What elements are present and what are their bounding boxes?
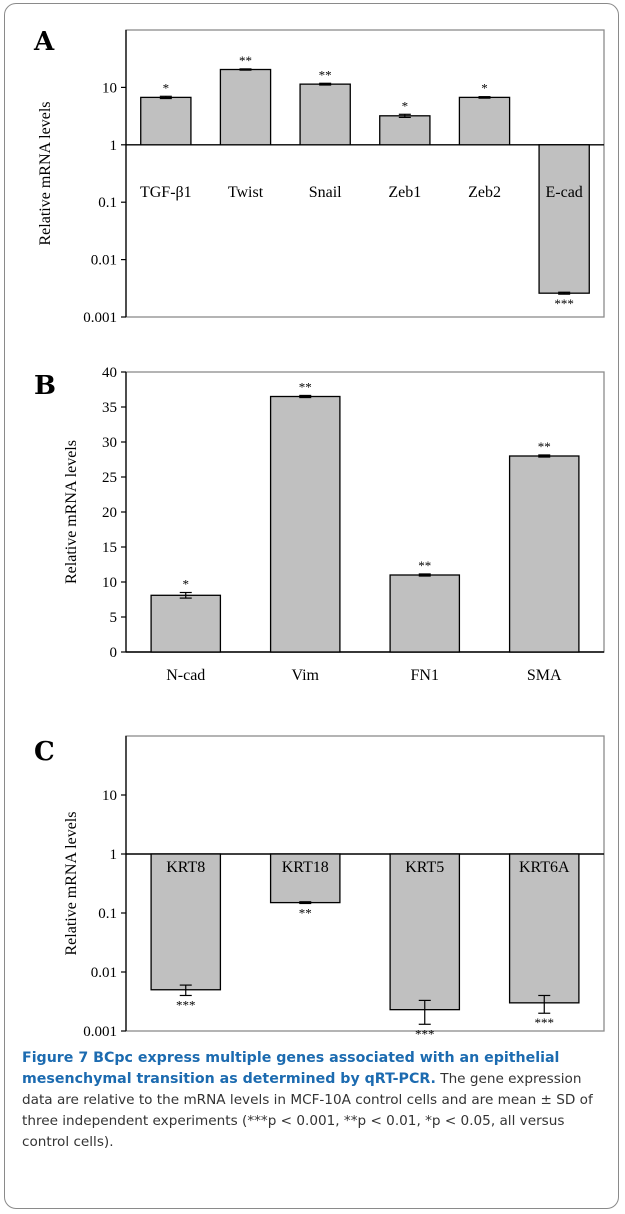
panel-letter: C (34, 737, 55, 767)
y-tick-label: 40 (102, 365, 117, 381)
y-tick-label: 10 (102, 575, 117, 591)
y-axis-label: Relative mRNA levels (37, 102, 54, 246)
category-label: N-cad (166, 667, 205, 684)
figure-caption: Figure 7 BCpc express multiple genes ass… (22, 1048, 607, 1153)
caption-body: The gene expression data are relative to… (22, 1071, 593, 1150)
panel-letter: B (34, 371, 56, 401)
bar (379, 115, 431, 146)
significance-marker: ** (319, 67, 332, 82)
y-tick-label: 0 (110, 645, 118, 661)
bar (219, 68, 272, 146)
y-axis-label: Relative mRNA levels (63, 812, 80, 956)
y-tick-label: 0.01 (91, 965, 117, 981)
bar (389, 853, 461, 1011)
significance-marker: ** (418, 558, 431, 573)
category-label: E-cad (546, 184, 583, 201)
y-tick-label: 10 (102, 788, 117, 804)
y-tick-label: 0.1 (98, 195, 117, 211)
y-tick-label: 1 (110, 847, 118, 863)
bar (150, 853, 222, 991)
significance-marker: ** (239, 53, 252, 68)
category-label: FN1 (411, 667, 439, 684)
plot-frame (125, 29, 605, 318)
category-label: Zeb1 (388, 184, 421, 201)
category-label: TGF-β1 (140, 184, 192, 201)
significance-marker: ** (538, 439, 551, 454)
category-label: Vim (292, 667, 320, 684)
bar (508, 853, 580, 1004)
category-label: KRT6A (519, 859, 570, 876)
significance-marker: * (163, 80, 170, 95)
y-tick-label: 30 (102, 435, 117, 451)
bar (140, 96, 192, 146)
y-tick-label: 35 (102, 400, 117, 416)
y-tick-label: 0.1 (98, 906, 117, 922)
y-tick-label: 15 (102, 540, 117, 556)
bar (299, 83, 351, 146)
significance-marker: *** (415, 1026, 435, 1041)
significance-marker: * (183, 577, 190, 592)
y-tick-label: 0.001 (83, 310, 117, 326)
y-tick-label: 0.01 (91, 253, 117, 269)
caption-title: Figure 7 BCpc express multiple genes ass… (22, 1050, 560, 1087)
category-label: Zeb2 (468, 184, 501, 201)
significance-marker: * (402, 98, 409, 113)
significance-marker: *** (176, 997, 196, 1012)
significance-marker: ** (299, 379, 312, 394)
bar (508, 455, 580, 653)
bar (269, 395, 341, 653)
category-label: SMA (527, 667, 562, 684)
panel-letter: A (33, 27, 55, 57)
significance-marker: * (481, 81, 488, 96)
bar (150, 594, 222, 653)
chart-panel-a: A 10 1 0.1 0.01 0.001 Relative mRNA levels * TGF… (33, 27, 605, 326)
category-label: KRT18 (282, 859, 329, 876)
y-tick-label: 0.001 (83, 1024, 117, 1040)
category-label: KRT8 (166, 859, 205, 876)
y-tick-label: 1 (110, 138, 118, 154)
y-tick-label: 20 (102, 505, 117, 521)
chart-panel-b: B 0 5 10 15 20 25 30 35 40 Relative mRNA levels * N-… (34, 365, 605, 684)
y-tick-label: 25 (102, 470, 117, 486)
category-label: Twist (228, 184, 264, 201)
y-axis-label: Relative mRNA levels (63, 440, 80, 584)
bar (389, 574, 461, 653)
y-tick-label: 5 (110, 610, 118, 626)
bar (538, 144, 590, 294)
y-tick-label: 10 (102, 80, 117, 96)
bar (458, 96, 511, 146)
significance-marker: *** (535, 1015, 555, 1030)
significance-marker: ** (299, 905, 312, 920)
figure-frame (4, 3, 619, 1209)
significance-marker: *** (554, 296, 574, 311)
category-label: Snail (309, 184, 342, 201)
category-label: KRT5 (405, 859, 444, 876)
bar (269, 853, 341, 904)
chart-panel-c: C 10 1 0.1 0.01 0.001 Relative mRNA levels *** K… (34, 735, 605, 1041)
